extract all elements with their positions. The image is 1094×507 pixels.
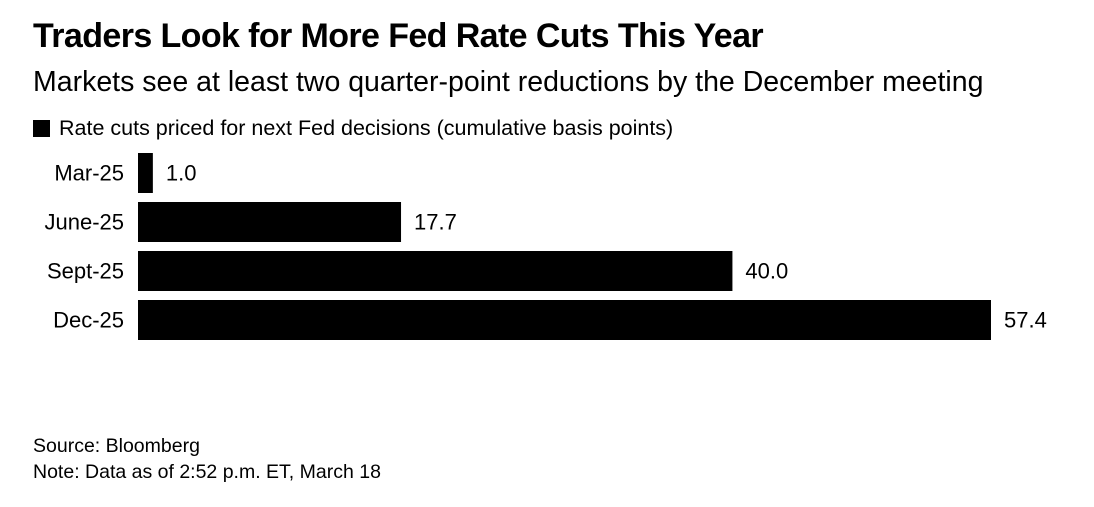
chart-title: Traders Look for More Fed Rate Cuts This… [33, 17, 764, 55]
legend: Rate cuts priced for next Fed decisions … [33, 113, 673, 143]
value-label: 1.0 [166, 161, 197, 186]
value-label: 17.7 [414, 210, 457, 235]
legend-swatch [33, 119, 50, 137]
category-label: June-25 [44, 210, 124, 235]
category-label: Mar-25 [54, 161, 124, 186]
bar [138, 153, 153, 193]
bar [138, 300, 991, 340]
value-label: 40.0 [745, 259, 788, 284]
category-label: Sept-25 [47, 259, 124, 284]
bar [138, 202, 402, 242]
value-label: 57.4 [1004, 308, 1047, 333]
category-label: Dec-25 [53, 308, 124, 333]
bar [138, 251, 733, 291]
legend-label: Rate cuts priced for next Fed decisions … [59, 115, 674, 140]
chart-subtitle: Markets see at least two quarter-point r… [33, 66, 984, 98]
source-note: Source: Bloomberg [33, 435, 200, 457]
data-note: Note: Data as of 2:52 p.m. ET, March 18 [33, 461, 381, 483]
